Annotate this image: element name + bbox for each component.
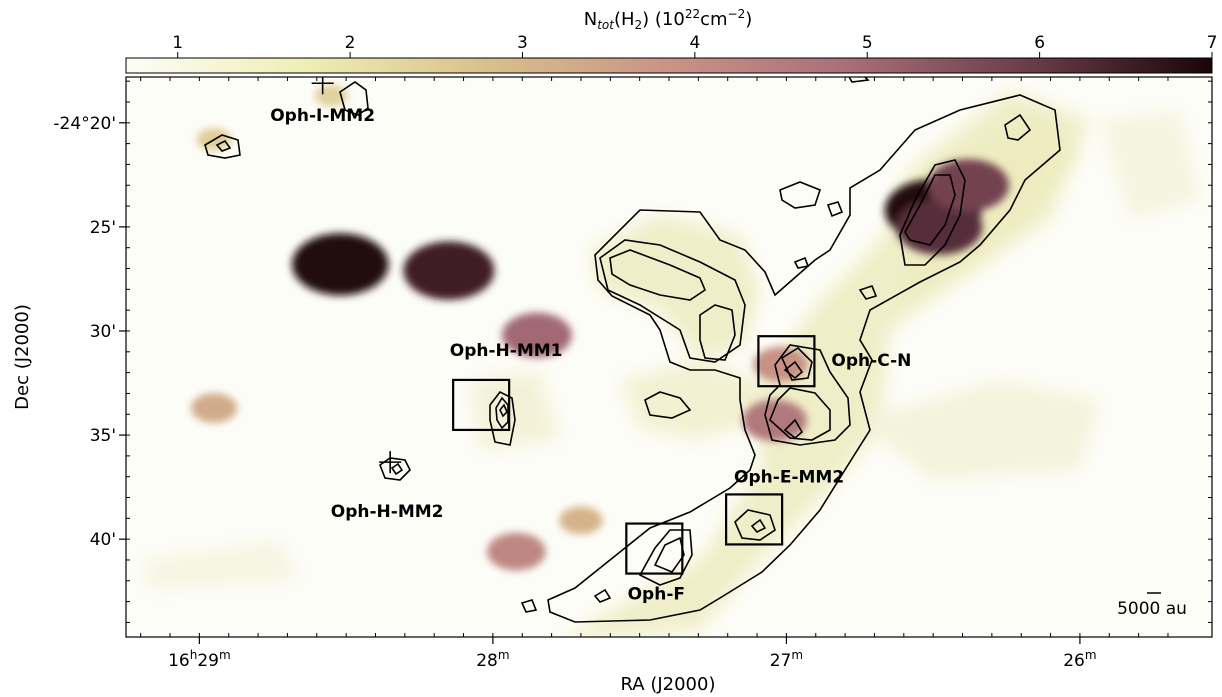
density-clump — [559, 506, 603, 535]
minor-ticks — [126, 77, 1212, 637]
x-axis-ticks: 16h29m 28m 27m 26m — [168, 637, 1097, 671]
density-clump — [34, 450, 72, 474]
colorbar-tick-label: 3 — [517, 33, 528, 53]
x-tick-label: 16h29m — [168, 648, 231, 671]
scale-bar-label: 5000 au — [1117, 599, 1187, 619]
y-tick-label: 25' — [90, 218, 116, 238]
y-tick-label: 35' — [90, 426, 116, 446]
colorbar-title-sup2: −2 — [728, 7, 746, 21]
colorbar-title-units-b: cm — [700, 9, 727, 30]
colorbar-title-sub2: 2 — [635, 18, 643, 32]
clumps — [34, 84, 1009, 571]
x-tick-label: 28m — [476, 648, 509, 671]
density-clump — [753, 346, 808, 382]
colorbar-title: Ntot(H2) (1022cm−2) — [584, 7, 753, 32]
density-clump — [927, 159, 1009, 212]
colorbar-title-n: N — [584, 9, 597, 30]
source-label: Oph-H-MM2 — [331, 502, 444, 522]
source-label: Oph-I-MM2 — [270, 106, 375, 126]
colorbar-title-sub: tot — [597, 18, 615, 32]
source-box — [625, 522, 684, 575]
x-tick-label: 26m — [1063, 648, 1096, 671]
y-tick-label: -24°20' — [53, 114, 116, 134]
density-clump — [486, 532, 546, 571]
density-clump — [291, 233, 389, 296]
contours — [204, 77, 1061, 623]
source-markers — [311, 77, 816, 575]
colorbar-title-close: ) — [745, 9, 752, 30]
density-clump — [501, 312, 572, 358]
source-label: Oph-F — [628, 585, 685, 605]
density-clump — [742, 399, 807, 442]
source-labels: Oph-I-MM2 Oph-H-MM1 Oph-H-MM2 Oph-C-N Oph-E-… — [270, 106, 911, 604]
colorbar-gradient — [125, 57, 1213, 74]
colorbar-title-sup: 22 — [685, 7, 700, 21]
source-label: Oph-E-MM2 — [734, 467, 844, 487]
source-label: Oph-H-MM1 — [450, 341, 563, 361]
scale-bar: 5000 au — [1117, 592, 1187, 619]
colorbar-tick-label: 7 — [1207, 33, 1218, 53]
y-tick-label: 30' — [90, 322, 116, 342]
colorbar-tick-label: 5 — [862, 33, 873, 53]
y-axis-ticks: -24°20' 25' 30' 35' 40' — [53, 114, 126, 550]
y-axis-title: Dec (J2000) — [12, 304, 33, 410]
colorbar-title-units-a: ) (10 — [642, 9, 685, 30]
source-box — [452, 378, 511, 432]
density-clump — [403, 241, 495, 300]
colorbar-ticks: 1 2 3 4 5 6 7 — [172, 33, 1217, 58]
source-box — [725, 493, 784, 546]
x-tick-label: 27m — [770, 648, 803, 671]
y-tick-label: 40' — [90, 530, 116, 550]
colorbar-tick-label: 2 — [345, 33, 356, 53]
source-box — [757, 335, 816, 388]
colorbar-title-h: (H — [614, 9, 635, 30]
map-panel: 16h29m 28m 27m 26m -24°20' 25' 30' 35' 40' Oph-… — [34, 76, 1213, 671]
colorbar-tick-label: 4 — [689, 33, 700, 53]
colorbar-tick-label: 1 — [172, 33, 183, 53]
x-axis-title: RA (J2000) — [621, 674, 716, 695]
density-clump — [190, 393, 238, 423]
colorbar-tick-label: 6 — [1034, 33, 1045, 53]
source-label: Oph-C-N — [831, 351, 911, 371]
